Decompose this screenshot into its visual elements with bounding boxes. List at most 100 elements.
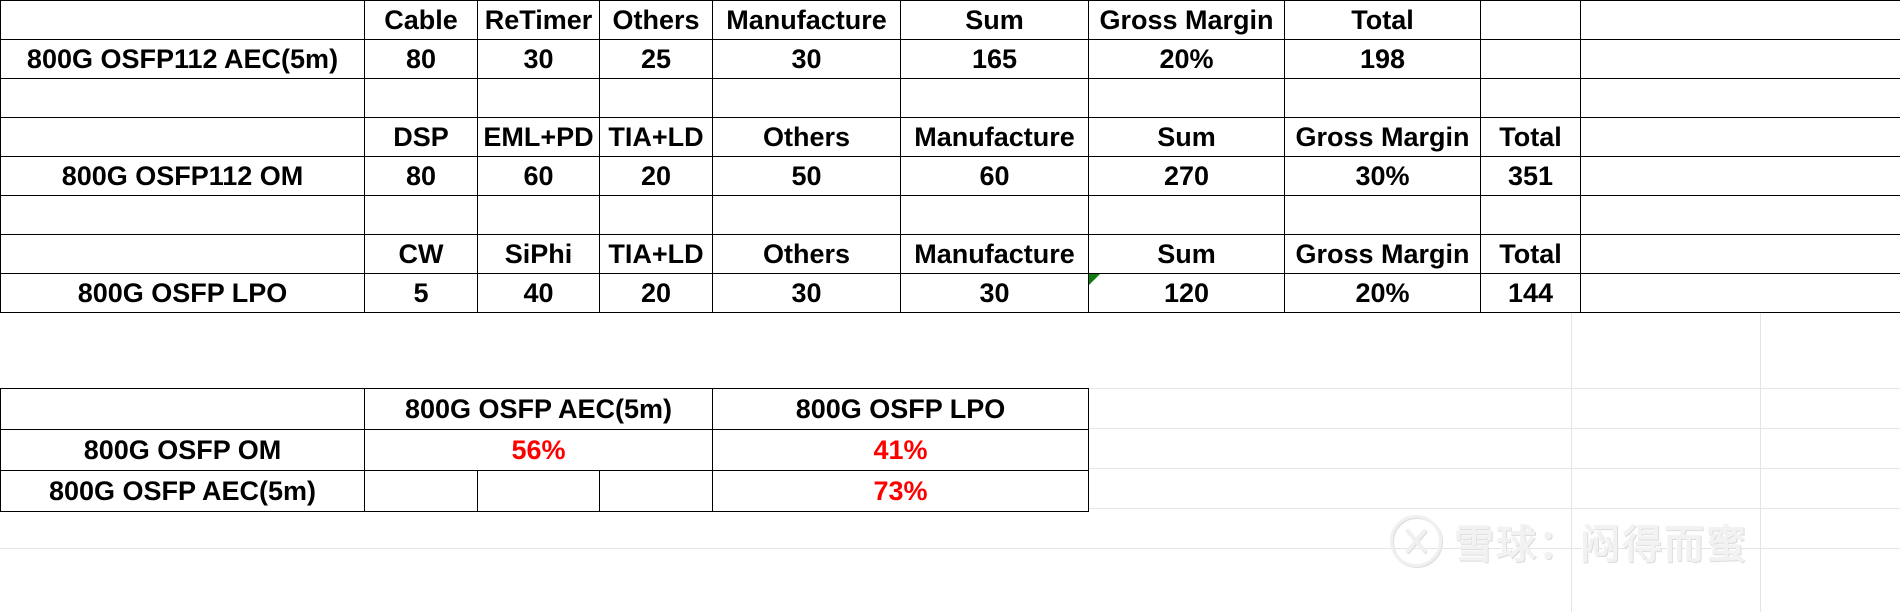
separator-cell <box>900 195 1089 235</box>
separator-left-1 <box>0 78 365 118</box>
row-label-aec: 800G OSFP112 AEC(5m) <box>0 39 365 79</box>
cell-aec-trailing-empty[interactable] <box>1480 39 1581 79</box>
row-label-lpo: 800G OSFP LPO <box>0 273 365 313</box>
comparison-cell-aec-vs-lpo[interactable]: 73% <box>712 470 1090 512</box>
header-lpo-manufacture: Manufacture <box>900 234 1089 274</box>
table-row-aec-data[interactable]: 800G OSFP112 AEC(5m) 80 30 25 30 165 20%… <box>0 39 1900 79</box>
spacer-cell-lpo-data <box>1580 273 1900 313</box>
watermark: 雪球：闷得而蜜 <box>1390 512 1748 570</box>
separator-cell <box>1088 78 1285 118</box>
cell-om-manufacture[interactable]: 60 <box>900 156 1089 196</box>
header-aec-others: Others <box>599 0 713 40</box>
comparison-corner-cell <box>0 388 365 430</box>
header-lpo-total: Total <box>1480 234 1581 274</box>
spacer-cell-aec-data <box>1580 39 1900 79</box>
separator-cell <box>900 78 1089 118</box>
error-flag-icon <box>1089 274 1100 285</box>
header-aec-cable: Cable <box>364 0 478 40</box>
separator-right-2 <box>1580 195 1900 235</box>
cell-lpo-others[interactable]: 30 <box>712 273 901 313</box>
separator-cell <box>477 78 600 118</box>
cell-om-dsp[interactable]: 80 <box>364 156 478 196</box>
cell-om-eml-pd[interactable]: 60 <box>477 156 600 196</box>
cell-lpo-sum[interactable]: 120 <box>1088 273 1285 313</box>
cell-lpo-total[interactable]: 144 <box>1480 273 1581 313</box>
cell-aec-cable[interactable]: 80 <box>364 39 478 79</box>
header-lpo-sum: Sum <box>1088 234 1285 274</box>
row-label-om: 800G OSFP112 OM <box>0 156 365 196</box>
separator-cell <box>712 195 901 235</box>
table-row-lpo-data[interactable]: 800G OSFP LPO 5 40 20 30 30 120 20% 144 <box>0 273 1900 313</box>
comparison-cell-om-vs-aec[interactable]: 56% <box>363 429 714 471</box>
comparison-row-aec[interactable]: 800G OSFP AEC(5m) 73% <box>0 470 1090 512</box>
comparison-cell-aec-vs-aec-b[interactable] <box>477 470 600 512</box>
header-aec-retimer: ReTimer <box>477 0 600 40</box>
comparison-row-om[interactable]: 800G OSFP OM 56% 41% <box>0 429 1090 471</box>
table-row-separator-2 <box>0 195 1900 235</box>
comparison-header-aec: 800G OSFP AEC(5m) <box>363 388 714 430</box>
header-aec-manufacture: Manufacture <box>712 0 901 40</box>
cell-lpo-siphi[interactable]: 40 <box>477 273 600 313</box>
cell-om-sum[interactable]: 270 <box>1088 156 1285 196</box>
header-lpo-others: Others <box>712 234 901 274</box>
cell-lpo-sum-value: 120 <box>1163 277 1210 308</box>
separator-cell <box>1088 195 1285 235</box>
separator-cell <box>364 195 478 235</box>
cell-lpo-tia-ld[interactable]: 20 <box>599 273 713 313</box>
cell-om-others[interactable]: 50 <box>712 156 901 196</box>
header-lpo-cw: CW <box>364 234 478 274</box>
header-aec-total: Total <box>1284 0 1481 40</box>
cell-lpo-gross-margin[interactable]: 20% <box>1284 273 1481 313</box>
separator-cell <box>599 78 713 118</box>
header-om-gross-margin: Gross Margin <box>1284 117 1481 157</box>
comparison-cell-aec-vs-aec-a[interactable] <box>364 470 478 512</box>
separator-left-2 <box>0 195 365 235</box>
header-om-sum: Sum <box>1088 117 1285 157</box>
watermark-text: 雪球：闷得而蜜 <box>1454 522 1748 568</box>
header-lpo-gross-margin: Gross Margin <box>1284 234 1481 274</box>
cell-aec-others[interactable]: 25 <box>599 39 713 79</box>
cell-aec-retimer[interactable]: 30 <box>477 39 600 79</box>
header-aec-gross-margin: Gross Margin <box>1088 0 1285 40</box>
header-aec-trailing-empty <box>1480 0 1581 40</box>
comparison-row-label-aec: 800G OSFP AEC(5m) <box>0 470 365 512</box>
comparison-table[interactable]: 800G OSFP AEC(5m) 800G OSFP LPO 800G OSF… <box>0 388 1090 512</box>
spacer-cell-aec-header <box>1580 0 1900 40</box>
header-om-tia-ld: TIA+LD <box>599 117 713 157</box>
cell-aec-sum[interactable]: 165 <box>900 39 1089 79</box>
cell-aec-manufacture[interactable]: 30 <box>712 39 901 79</box>
separator-cell <box>1480 78 1581 118</box>
cell-om-gross-margin[interactable]: 30% <box>1284 156 1481 196</box>
header-lpo-tia-ld: TIA+LD <box>599 234 713 274</box>
separator-cell <box>712 78 901 118</box>
header-om-dsp: DSP <box>364 117 478 157</box>
cell-lpo-manufacture[interactable]: 30 <box>900 273 1089 313</box>
table-row-aec-header: Cable ReTimer Others Manufacture Sum Gro… <box>0 0 1900 40</box>
corner-cell-aec <box>0 0 365 40</box>
cell-aec-gross-margin[interactable]: 20% <box>1088 39 1285 79</box>
header-om-eml-pd: EML+PD <box>477 117 600 157</box>
header-om-others: Others <box>712 117 901 157</box>
separator-cell <box>364 78 478 118</box>
header-om-manufacture: Manufacture <box>900 117 1089 157</box>
cell-om-tia-ld[interactable]: 20 <box>599 156 713 196</box>
comparison-cell-om-vs-lpo[interactable]: 41% <box>712 429 1090 471</box>
header-om-total: Total <box>1480 117 1581 157</box>
table-row-lpo-header: CW SiPhi TIA+LD Others Manufacture Sum G… <box>0 234 1900 274</box>
separator-cell <box>1480 195 1581 235</box>
cell-aec-total[interactable]: 198 <box>1284 39 1481 79</box>
spacer-cell-om-header <box>1580 117 1900 157</box>
spacer-cell-lpo-header <box>1580 234 1900 274</box>
table-row-separator-1 <box>0 78 1900 118</box>
table-row-om-data[interactable]: 800G OSFP112 OM 80 60 20 50 60 270 30% 3… <box>0 156 1900 196</box>
cost-breakdown-tables[interactable]: Cable ReTimer Others Manufacture Sum Gro… <box>0 0 1900 313</box>
table-row-om-header: DSP EML+PD TIA+LD Others Manufacture Sum… <box>0 117 1900 157</box>
separator-cell <box>1284 78 1481 118</box>
separator-cell <box>599 195 713 235</box>
comparison-cell-aec-vs-aec-c[interactable] <box>598 470 714 512</box>
separator-right-1 <box>1580 78 1900 118</box>
header-aec-sum: Sum <box>900 0 1089 40</box>
cell-lpo-cw[interactable]: 5 <box>364 273 478 313</box>
cell-om-total[interactable]: 351 <box>1480 156 1581 196</box>
